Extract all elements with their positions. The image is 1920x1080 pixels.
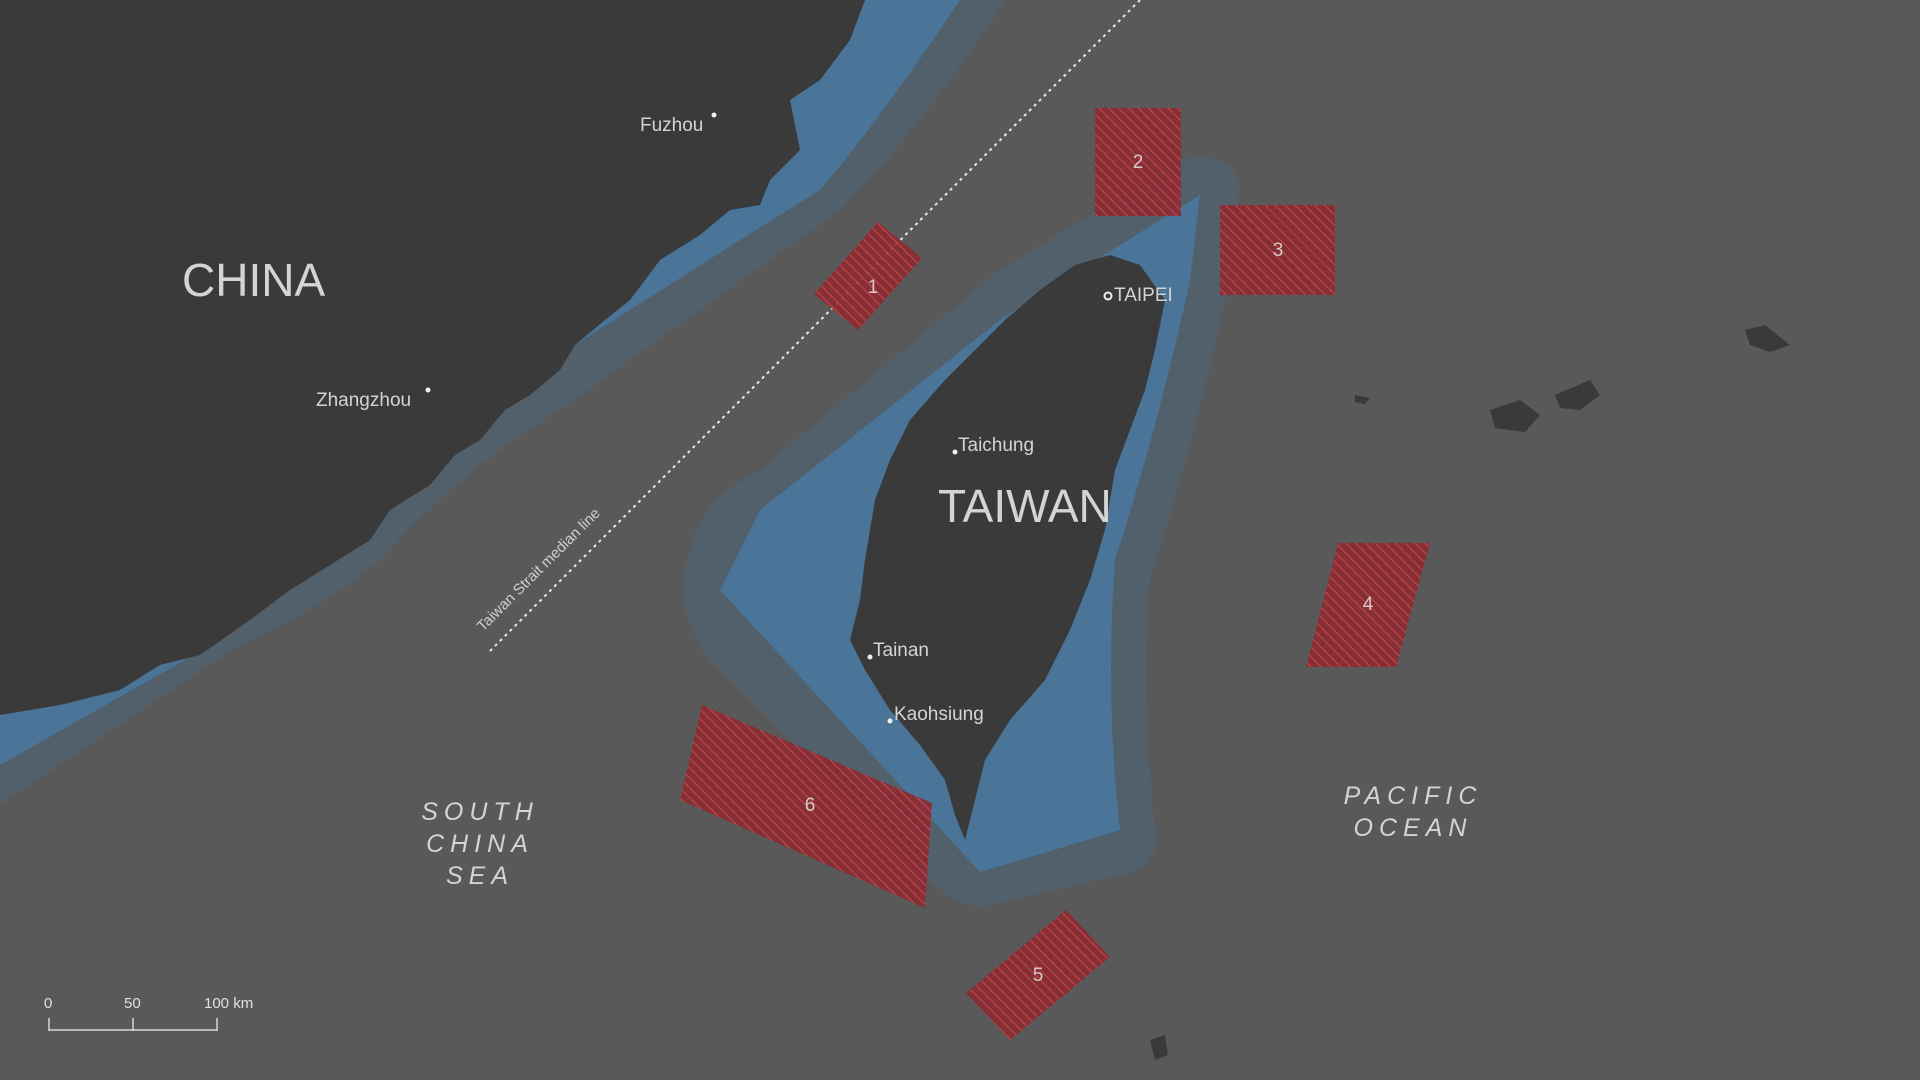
city-marker-kaohsiung [887, 718, 893, 724]
city-marker-taichung [952, 449, 958, 455]
city-label-tainan: Tainan [873, 640, 929, 661]
city-marker-tainan [867, 654, 873, 660]
city-label-fuzhou: Fuzhou [640, 115, 703, 136]
svg-text:OCEAN: OCEAN [1354, 814, 1473, 842]
city-marker-zhangzhou [425, 387, 431, 393]
exercise-zone-6[interactable]: 6 [680, 705, 932, 908]
svg-text:CHINA: CHINA [426, 830, 534, 858]
city-label-kaohsiung: Kaohsiung [894, 704, 984, 725]
city-marker-fuzhou [711, 112, 717, 118]
island [1150, 1035, 1168, 1060]
svg-text:PACIFIC: PACIFIC [1344, 782, 1483, 810]
city-label-zhangzhou: Zhangzhou [316, 390, 411, 411]
island [1745, 325, 1790, 352]
exercise-zone-5[interactable]: 5 [966, 910, 1110, 1040]
exercise-zone-2[interactable]: 2 [1095, 108, 1181, 216]
zone-number: 1 [868, 277, 879, 298]
zone-number: 2 [1133, 152, 1144, 173]
sea-label-pacific-ocean: PACIFIC OCEAN [1344, 782, 1483, 842]
zone-number: 6 [805, 795, 816, 816]
city-label-taichung: Taichung [958, 435, 1034, 456]
china-land [0, 0, 865, 715]
country-label-china: CHINA [182, 254, 325, 306]
zone-number: 5 [1033, 965, 1044, 986]
svg-text:SOUTH: SOUTH [421, 798, 539, 826]
country-label-taiwan: TAIWAN [938, 480, 1112, 532]
zone-number: 3 [1273, 240, 1284, 261]
scale-tick-100: 100 km [204, 995, 253, 1012]
zone-number: 4 [1363, 594, 1374, 615]
sea-label-south-china-sea: SOUTH CHINA SEA [421, 798, 539, 890]
scale-tick-0: 0 [44, 995, 52, 1012]
island [1490, 400, 1540, 432]
exercise-zone-1[interactable]: 1 [814, 222, 922, 330]
island [1355, 395, 1370, 404]
exercise-zone-3[interactable]: 3 [1220, 205, 1335, 295]
city-label-taipei: TAIPEI [1114, 285, 1173, 306]
city-marker-taipei [1103, 291, 1113, 301]
exercise-zone-4[interactable]: 4 [1306, 543, 1430, 667]
scale-tick-50: 50 [124, 995, 141, 1012]
svg-text:SEA: SEA [446, 862, 514, 890]
taiwan-land [850, 255, 1165, 840]
scale-bar: 0 50 100 km [44, 995, 253, 1031]
island [1555, 380, 1600, 410]
